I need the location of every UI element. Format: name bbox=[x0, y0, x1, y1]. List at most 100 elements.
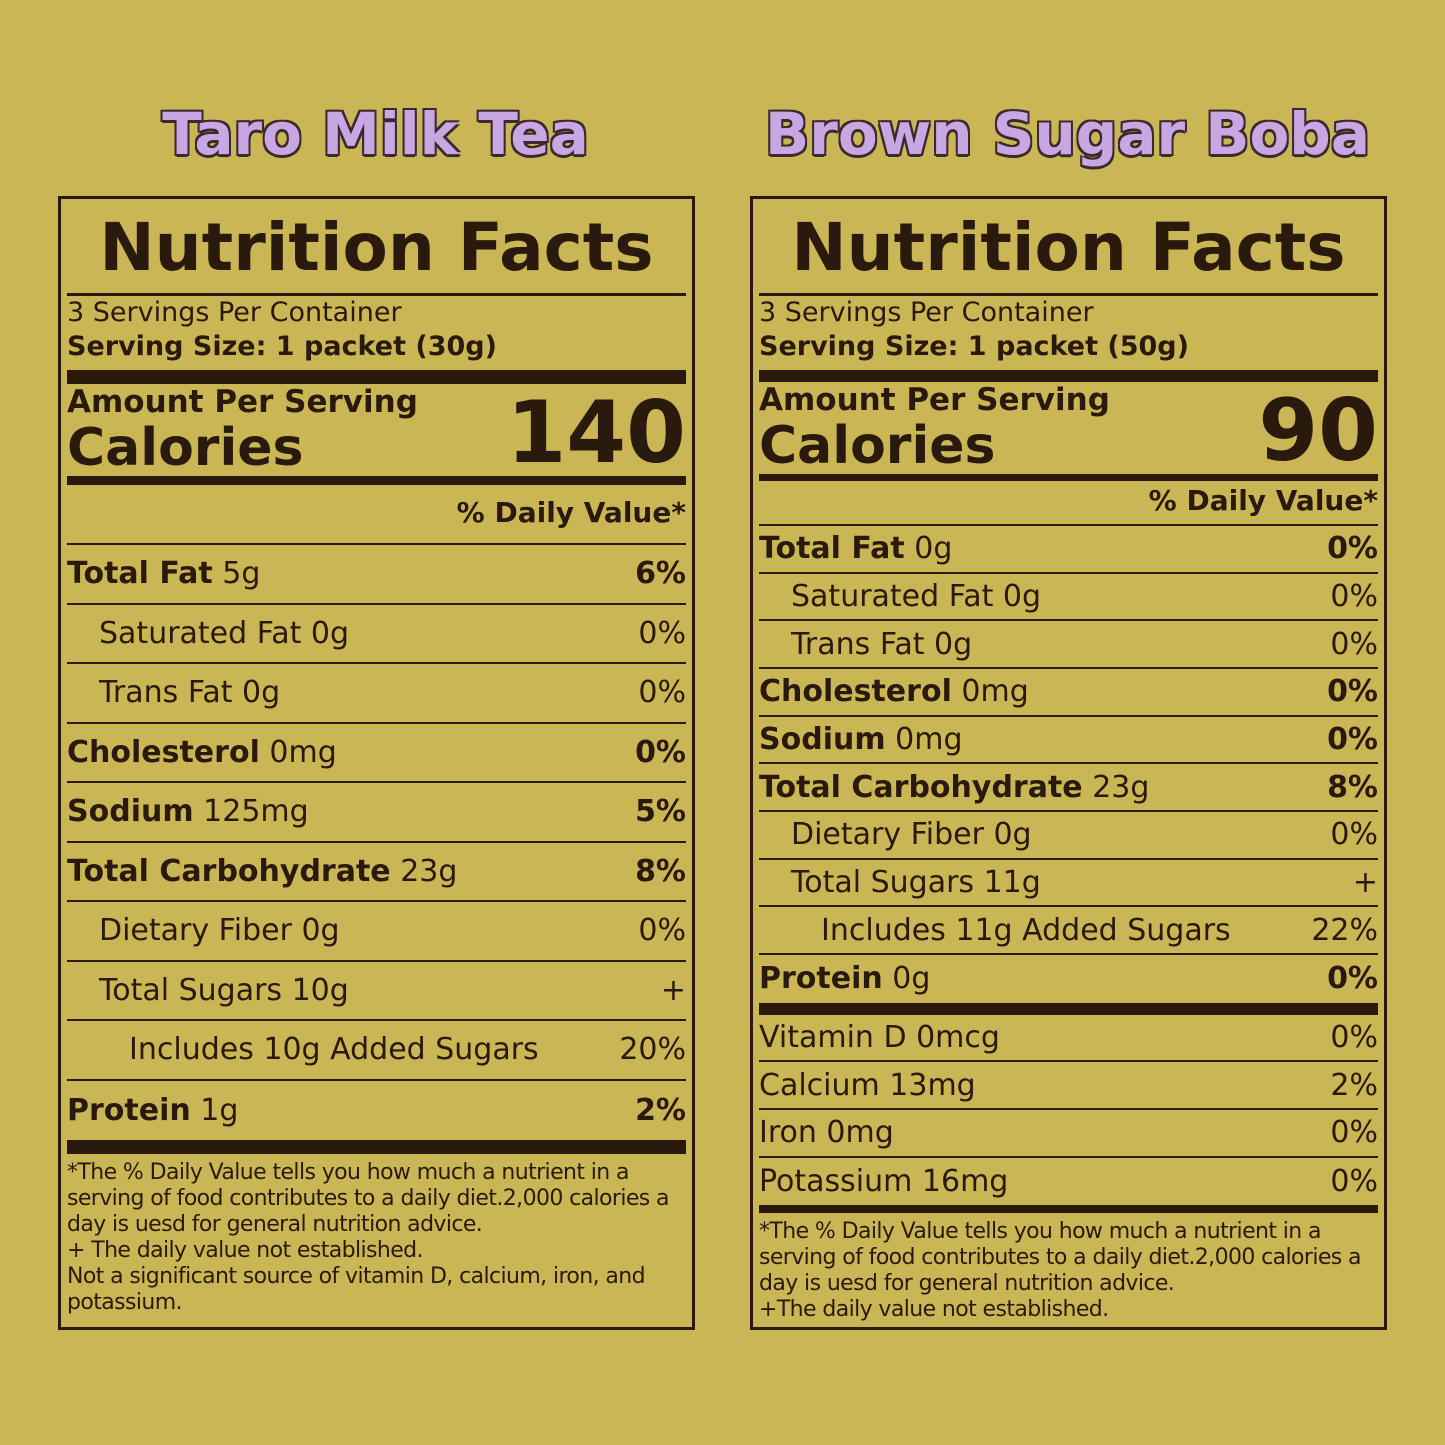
calories-label: Calories bbox=[67, 418, 304, 478]
nutrient-name: Total Sugars 10g bbox=[99, 973, 349, 1008]
nutrient-amount: 125mg bbox=[203, 794, 309, 830]
footnote-line: *The % Daily Value tells you how much a … bbox=[67, 1160, 670, 1237]
nutrient-row: Trans Fat 0g 0% bbox=[759, 621, 1378, 669]
daily-value: 22% bbox=[1311, 912, 1378, 948]
mineral-name: Potassium 16mg bbox=[759, 1164, 1009, 1199]
daily-value: 0% bbox=[1330, 817, 1378, 853]
nutrient-amount: 11g bbox=[983, 865, 1041, 901]
nutrient-name: Cholesterol 0mg bbox=[759, 674, 1029, 709]
serving-size: Serving Size: 1 packet (30g) bbox=[67, 331, 497, 362]
nutrient-name: Includes 10g Added Sugars bbox=[129, 1032, 539, 1067]
mineral-row: Potassium 16mg 0% bbox=[759, 1158, 1378, 1206]
thick-bar bbox=[759, 1002, 1378, 1015]
nutrient-label: Includes 11g Added Sugars bbox=[821, 912, 1231, 948]
nutrient-label: Saturated Fat bbox=[791, 578, 994, 614]
nutrient-row: Dietary Fiber 0g 0% bbox=[759, 812, 1378, 860]
nutrient-name: Protein 0g bbox=[759, 961, 930, 996]
calories-value: 140 bbox=[506, 383, 686, 483]
nutrient-name: Dietary Fiber 0g bbox=[791, 817, 1032, 852]
nutrient-row: Cholesterol 0mg 0% bbox=[67, 724, 686, 783]
nutrient-amount: 0g bbox=[934, 626, 973, 662]
calories-left: Amount Per Serving Calories bbox=[67, 384, 418, 476]
nutrient-label: Dietary Fiber bbox=[791, 817, 984, 853]
nutrient-amount: 0g bbox=[242, 675, 281, 711]
nutrient-name: Total Sugars 11g bbox=[791, 865, 1041, 900]
footnote-line: Not a significant source of vitamin D, c… bbox=[67, 1264, 646, 1315]
nutrient-row: Cholesterol 0mg 0% bbox=[759, 669, 1378, 717]
nutrient-rows: Total Fat 0g 0% Saturated Fat 0g 0% Trans Fa… bbox=[759, 526, 1378, 1003]
nutrient-rows: Total Fat 5g 6% Saturated Fat 0g 0% Trans Fa… bbox=[67, 545, 686, 1140]
nutrient-name: Cholesterol 0mg bbox=[67, 735, 337, 770]
nutrient-name: Total Carbohydrate 23g bbox=[67, 854, 457, 889]
daily-value: 5% bbox=[635, 794, 686, 830]
daily-value: 0% bbox=[1327, 961, 1378, 997]
nutrient-label: Trans Fat bbox=[99, 675, 233, 711]
footnote: *The % Daily Value tells you how much a … bbox=[67, 1160, 686, 1316]
nutrient-name: Total Carbohydrate 23g bbox=[759, 770, 1149, 805]
heading: Nutrition Facts bbox=[67, 203, 686, 296]
calories-block: Amount Per Serving Calories 90 bbox=[759, 382, 1378, 474]
mineral-name: Vitamin D 0mcg bbox=[759, 1019, 1000, 1055]
nutrient-amount: 0g bbox=[892, 961, 931, 997]
servings: 3 Servings Per Container bbox=[67, 297, 402, 328]
nutrient-amount: 0g bbox=[310, 615, 350, 651]
daily-value: 0% bbox=[635, 734, 686, 770]
daily-value-header: % Daily Value* bbox=[67, 485, 686, 545]
nutrient-label: Saturated Fat bbox=[99, 615, 302, 651]
nutrient-row: Total Fat 5g 6% bbox=[67, 545, 686, 605]
mineral-row: Vitamin D 0mcg 0% bbox=[759, 1015, 1378, 1063]
nutrient-name: Trans Fat 0g bbox=[791, 627, 972, 662]
nutrient-row: Dietary Fiber 0g 0% bbox=[67, 902, 686, 962]
footnote-line: *The % Daily Value tells you how much a … bbox=[759, 1218, 1362, 1296]
nutrient-name: Total Fat 5g bbox=[67, 556, 260, 591]
thick-bar bbox=[759, 370, 1378, 382]
nutrient-row: Total Carbohydrate 23g 8% bbox=[759, 764, 1378, 812]
panel-title: Brown Sugar Boba bbox=[765, 100, 1370, 168]
daily-value-header: % Daily Value* bbox=[759, 481, 1378, 526]
daily-value: + bbox=[660, 972, 686, 1008]
nutrient-amount: 0mg bbox=[269, 734, 337, 770]
daily-value: 0% bbox=[1330, 1115, 1378, 1151]
nutrient-row: Protein 1g 2% bbox=[67, 1081, 686, 1141]
nutrient-name: Includes 11g Added Sugars bbox=[821, 913, 1231, 948]
nutrient-label: Protein bbox=[67, 1092, 191, 1128]
daily-value: 20% bbox=[619, 1032, 686, 1068]
nutrient-row: Sodium 125mg 5% bbox=[67, 783, 686, 843]
nutrient-label: Total Sugars bbox=[99, 972, 283, 1008]
daily-value: 0% bbox=[1330, 1164, 1378, 1199]
nutrient-row: Trans Fat 0g 0% bbox=[67, 664, 686, 724]
daily-value: 8% bbox=[1327, 769, 1378, 805]
nutrient-amount: 0g bbox=[301, 913, 340, 949]
nutrient-amount: 0g bbox=[993, 817, 1032, 853]
calories-value: 90 bbox=[1258, 380, 1378, 481]
daily-value: 0% bbox=[1330, 626, 1378, 662]
nutrient-row: Saturated Fat 0g 0% bbox=[759, 574, 1378, 622]
mineral-rows: Vitamin D 0mcg 0% Calcium 13mg 2% Iron 0mg 0%… bbox=[759, 1015, 1378, 1206]
nutrient-name: Saturated Fat 0g bbox=[99, 616, 349, 651]
mid-bar bbox=[759, 473, 1378, 482]
mineral-name: Calcium 13mg bbox=[759, 1067, 976, 1103]
daily-value: 0% bbox=[638, 615, 686, 651]
footnote: *The % Daily Value tells you how much a … bbox=[759, 1219, 1378, 1323]
mineral-row: Iron 0mg 0% bbox=[759, 1110, 1378, 1158]
daily-value: 0% bbox=[1327, 721, 1378, 757]
nutrition-panel: Nutrition Facts 3 Servings Per Container S… bbox=[58, 196, 695, 1330]
nutrient-amount: 23g bbox=[1092, 769, 1150, 805]
daily-value: 6% bbox=[635, 556, 686, 592]
heading: Nutrition Facts bbox=[759, 203, 1378, 296]
nutrient-amount: 0mg bbox=[895, 721, 963, 757]
thick-bar bbox=[67, 1140, 686, 1154]
daily-value: 0% bbox=[638, 913, 686, 949]
nutrient-label: Total Carbohydrate bbox=[759, 769, 1083, 805]
daily-value: + bbox=[1352, 865, 1378, 901]
daily-value: 0% bbox=[1330, 578, 1378, 614]
nutrient-row: Total Sugars 10g + bbox=[67, 962, 686, 1021]
nutrient-amount: 0g bbox=[1002, 578, 1042, 614]
nutrient-name: Protein 1g bbox=[67, 1093, 238, 1128]
amount-per-serving: Amount Per Serving bbox=[67, 384, 418, 420]
nutrient-amount: 1g bbox=[200, 1092, 239, 1128]
mineral-name: Iron 0mg bbox=[759, 1115, 894, 1151]
nutrient-row: Includes 10g Added Sugars 20% bbox=[67, 1021, 686, 1081]
footnote-line: +The daily value not established. bbox=[759, 1296, 1109, 1322]
